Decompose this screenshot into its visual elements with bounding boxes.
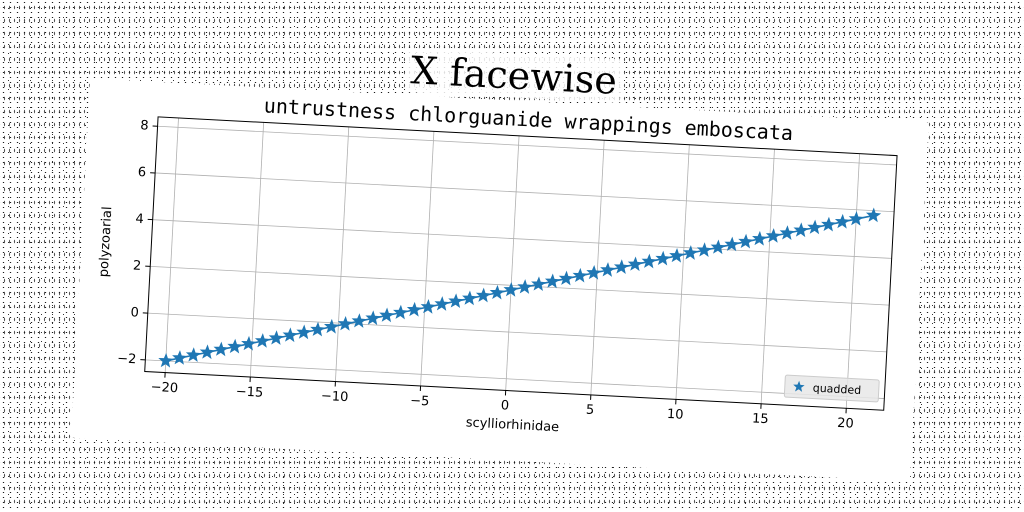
grid-line-y	[145, 359, 885, 399]
figure-title: X facewise	[405, 48, 623, 104]
series-quadded	[158, 207, 882, 368]
data-point-star	[655, 250, 671, 266]
legend-marker-star	[793, 380, 805, 392]
chart-background	[71, 78, 929, 482]
grid-line-x	[505, 135, 520, 391]
data-point-star	[434, 296, 450, 311]
data-point-star	[641, 253, 657, 269]
grid-line-x	[760, 149, 775, 404]
data-point-star	[710, 239, 726, 255]
y-tick-label: 0	[130, 305, 139, 320]
x-tick-label: 10	[667, 407, 684, 423]
x-tick-label: −5	[410, 393, 430, 409]
grid-line-x	[675, 144, 690, 400]
data-point-star	[558, 270, 574, 286]
grid-line-x	[590, 140, 605, 395]
data-point-star	[572, 267, 588, 283]
data-point-star	[517, 279, 533, 294]
grid-line-x	[420, 131, 435, 387]
data-point-star	[158, 352, 174, 368]
data-point-star	[199, 344, 215, 360]
series-line	[165, 214, 874, 362]
data-point-star	[254, 333, 271, 348]
data-point-star	[310, 321, 326, 337]
data-point-star	[268, 330, 284, 345]
data-point-star	[475, 287, 492, 303]
data-point-star	[627, 256, 643, 272]
x-tick-label: −15	[235, 384, 263, 400]
x-tick-label: 20	[837, 416, 854, 432]
x-tick-label: 5	[585, 403, 594, 418]
plot-frame	[144, 116, 898, 411]
data-point-star	[185, 347, 202, 362]
data-point-star	[613, 259, 630, 275]
x-tick-label: −10	[321, 389, 349, 405]
legend-box	[783, 374, 880, 403]
data-point-star	[848, 211, 864, 226]
grid-line-y	[157, 125, 897, 166]
data-point-star	[724, 236, 740, 252]
data-point-star	[600, 262, 616, 277]
data-point-star	[365, 310, 381, 326]
data-point-star	[544, 273, 561, 289]
data-point-star	[489, 284, 505, 300]
data-point-star	[669, 247, 685, 263]
y-axis-label: polyzoarial	[97, 206, 116, 277]
grid-line-y	[152, 219, 892, 259]
data-point-star	[213, 341, 229, 357]
y-tick-label: 2	[133, 259, 142, 274]
data-point-star	[765, 228, 782, 243]
y-tick-label: 4	[135, 212, 144, 227]
grid-line-y	[147, 312, 887, 353]
data-point-star	[393, 304, 409, 320]
grid-line-x	[335, 126, 350, 382]
data-point-star	[351, 313, 367, 328]
data-point-star	[586, 264, 602, 280]
data-point-star	[227, 338, 243, 354]
data-point-star	[241, 335, 257, 351]
y-tick-label: −2	[117, 351, 137, 367]
data-point-star	[752, 230, 768, 246]
data-point-star	[323, 318, 340, 334]
data-point-star	[807, 219, 823, 235]
data-point-star	[406, 301, 423, 317]
grid-line-y	[155, 172, 895, 213]
legend: quadded	[783, 374, 880, 403]
y-tick-label: 8	[140, 118, 149, 133]
grid-line-x	[164, 117, 179, 373]
data-point-star	[379, 307, 395, 323]
data-point-star	[682, 245, 699, 260]
chart: −20 −15 −10 −5 0 5 10 15 20 −2 0 2 4 6 8 untrustness c…	[71, 78, 929, 482]
grid-line-x	[845, 153, 860, 409]
y-tick-label: 6	[137, 165, 146, 180]
data-point-star	[779, 225, 795, 240]
data-point-star	[337, 316, 354, 331]
data-point-star	[865, 207, 882, 223]
data-point-star	[793, 222, 809, 238]
grid-line-x	[249, 122, 265, 378]
x-tick-label: 15	[752, 411, 769, 427]
x-tick-label: 0	[500, 398, 509, 413]
data-point-star	[448, 293, 464, 309]
x-tick-label: −20	[150, 380, 178, 396]
data-point-star	[420, 299, 436, 314]
data-point-star	[738, 233, 754, 249]
data-point-star	[282, 327, 298, 343]
data-point-star	[172, 350, 188, 365]
legend-label-quadded: quadded	[812, 382, 861, 398]
data-point-star	[296, 324, 312, 340]
data-point-star	[462, 290, 478, 306]
data-point-star	[503, 281, 519, 297]
data-point-star	[696, 242, 713, 257]
data-point-star	[531, 276, 547, 292]
x-axis-label: scylliorhinidae	[465, 415, 559, 435]
data-point-star	[834, 213, 851, 229]
data-point-star	[821, 216, 837, 232]
